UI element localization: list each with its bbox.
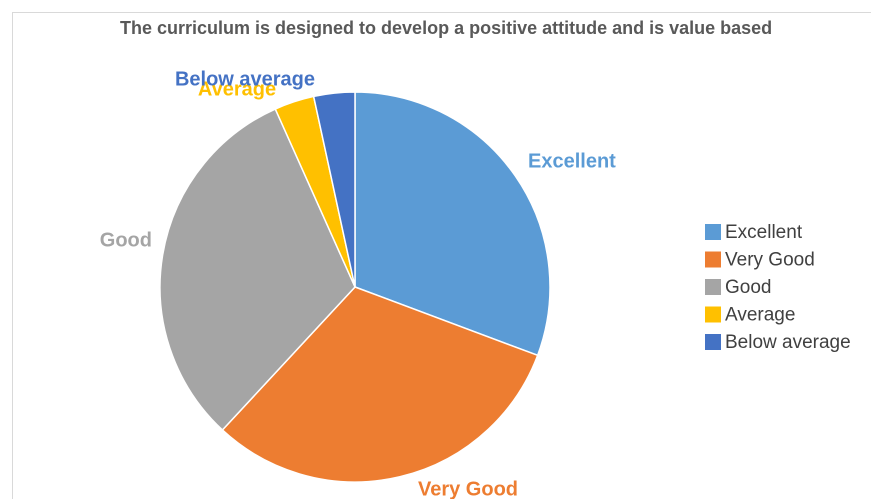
data-label: Good [100, 229, 152, 251]
legend-label: Excellent [725, 222, 803, 243]
legend-swatch [705, 334, 721, 350]
legend-swatch [705, 306, 721, 323]
legend-label: Average [725, 305, 795, 326]
legend-label: Below average [725, 332, 851, 353]
legend-swatch [705, 224, 721, 240]
pie-slice [159, 108, 356, 432]
data-label: Very Good [418, 478, 518, 499]
data-label: Excellent [528, 150, 616, 172]
chart-border [12, 12, 871, 499]
legend-swatch [705, 251, 721, 268]
data-label: Below average [175, 68, 315, 90]
pie-slice [221, 286, 539, 483]
data-label: Average [198, 78, 276, 100]
pie-slice [312, 91, 356, 288]
legend-label: Very Good [725, 250, 815, 271]
legend-label: Good [725, 277, 771, 298]
pie-slice [354, 91, 551, 357]
chart-title: The curriculum is designed to develop a … [120, 18, 773, 38]
legend-swatch [705, 279, 721, 295]
